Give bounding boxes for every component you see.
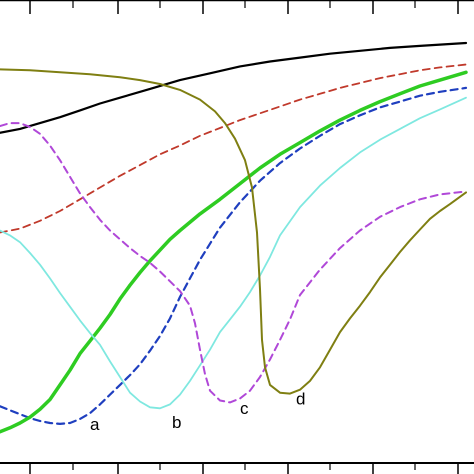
axis-ticks [29, 0, 459, 474]
series-line-b [0, 122, 467, 404]
curve-labels: a b c d [90, 389, 305, 433]
series-line-c [0, 68, 467, 395]
series-line-curve-0 [0, 41, 468, 134]
curve-label-d: d [296, 389, 305, 408]
chart-frame [0, 0, 474, 464]
series-line-curve-3 [0, 70, 468, 434]
curve-label-c: c [240, 399, 249, 418]
series-curves [0, 41, 468, 434]
series-line-a [0, 96, 467, 410]
curve-label-a: a [90, 415, 100, 434]
curve-label-b: b [172, 413, 181, 432]
series-line-curve-2 [0, 86, 468, 425]
series-line-curve-1 [0, 63, 467, 234]
